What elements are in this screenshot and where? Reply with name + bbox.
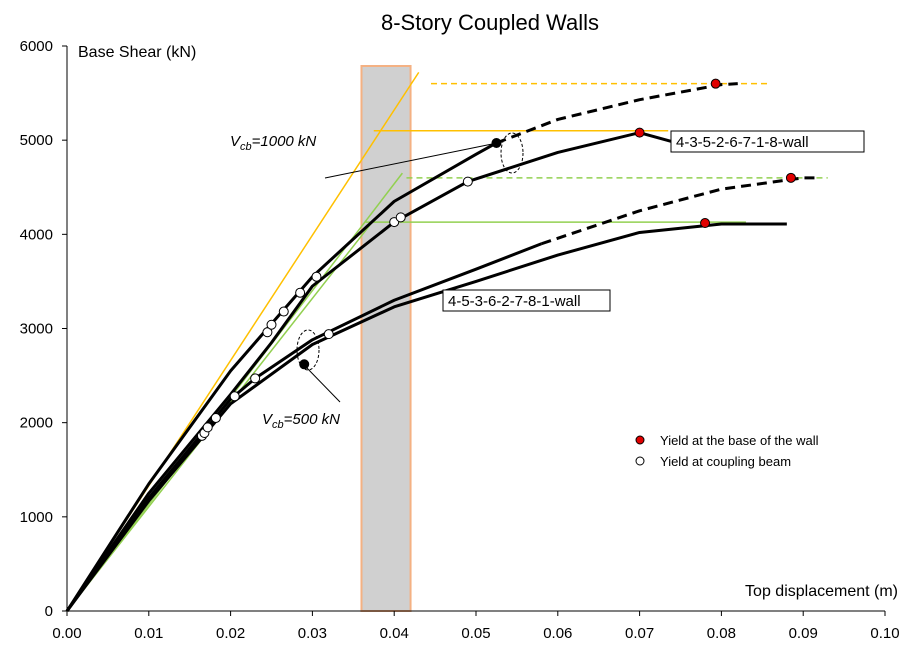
marker — [323, 329, 334, 340]
x-tick-label: 0.06 — [543, 625, 572, 642]
curve — [65, 141, 498, 612]
leader — [324, 141, 503, 179]
curve — [65, 242, 542, 612]
annotation-sub: cb — [240, 141, 252, 153]
marker — [311, 271, 322, 282]
y-axis-label: Base Shear (kN) — [78, 44, 196, 61]
annotation-part: V — [230, 133, 242, 150]
annotation-box — [670, 130, 865, 153]
x-tick-label: 0.07 — [625, 625, 654, 642]
curve — [540, 176, 820, 246]
annotation: Vcb=1000 kN — [230, 133, 316, 153]
marker — [250, 373, 261, 384]
x-tick-label: 0.00 — [52, 625, 81, 642]
x-tick-label: 0.08 — [707, 625, 736, 642]
x-tick-label: 0.03 — [298, 625, 327, 642]
y-tick-label: 6000 — [20, 38, 53, 55]
annotation-part: V — [262, 411, 274, 428]
curve — [65, 222, 787, 612]
marker — [710, 78, 721, 89]
annotation-part: =1000 kN — [252, 133, 317, 150]
legend-label: Yield at the base of the wall — [660, 433, 819, 448]
legend-marker — [635, 456, 645, 466]
legend-label: Yield at coupling beam — [660, 454, 791, 469]
highlight — [296, 329, 320, 371]
y-tick-label: 1000 — [20, 509, 53, 526]
marker — [700, 218, 711, 229]
y-tick-label: 3000 — [20, 321, 53, 338]
x-tick-label: 0.01 — [134, 625, 163, 642]
annotation-sub: cb — [272, 419, 284, 431]
annotation-box — [442, 289, 611, 312]
leader — [304, 365, 341, 403]
y-tick-label: 2000 — [20, 415, 53, 432]
x-tick-label: 0.09 — [789, 625, 818, 642]
x-tick-label: 0.10 — [870, 625, 899, 642]
marker — [278, 306, 289, 317]
marker — [210, 412, 221, 423]
marker — [785, 172, 796, 183]
annotation-part: =500 kN — [284, 411, 340, 428]
marker — [295, 287, 306, 298]
x-tick-label: 0.04 — [380, 625, 409, 642]
y-tick-label: 5000 — [20, 132, 53, 149]
marker — [262, 327, 273, 338]
x-tick-label: 0.02 — [216, 625, 245, 642]
x-tick-label: 0.05 — [461, 625, 490, 642]
x-axis-label: Top displacement (m) — [745, 583, 898, 600]
curve — [495, 82, 738, 145]
legend-marker — [635, 435, 645, 445]
annotation: Vcb=500 kN — [262, 411, 340, 431]
marker — [491, 137, 502, 148]
y-tick-label: 4000 — [20, 226, 53, 243]
marker — [229, 391, 240, 402]
marker — [395, 212, 406, 223]
annotation: 4-3-5-2-6-7-1-8-wall — [676, 134, 809, 151]
marker — [462, 176, 473, 187]
y-tick-label: 0 — [45, 603, 53, 620]
marker — [202, 422, 213, 433]
marker — [299, 359, 310, 370]
highlight — [500, 132, 524, 174]
marker — [634, 127, 645, 138]
curve — [65, 131, 681, 612]
annotation: 4-5-3-6-2-7-8-1-wall — [448, 293, 581, 310]
shaded-band — [360, 65, 412, 612]
chart-title: 8-Story Coupled Walls — [381, 10, 599, 35]
marker — [266, 319, 277, 330]
